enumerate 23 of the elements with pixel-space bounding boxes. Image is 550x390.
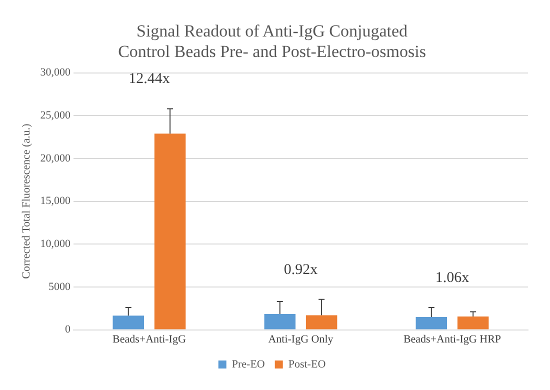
x-tick-label: Beads+Anti-IgG: [112, 333, 186, 346]
y-tick-label: 30,000: [40, 66, 71, 79]
annotation: 12.44x: [128, 71, 170, 88]
x-tick-label: Anti-IgG Only: [268, 333, 334, 346]
y-axis-title: Corrected Total Fluorescence (a.u.): [20, 123, 32, 279]
y-tick-label: 20,000: [40, 152, 71, 164]
bar: [457, 316, 489, 330]
bar: [416, 316, 448, 330]
y-tick-label: 10,000: [40, 238, 71, 250]
bar: [112, 316, 144, 330]
y-tick-label: 15,000: [40, 195, 71, 208]
chart-title: Signal Readout of Anti-IgG Conjugated Control Beads Pre- and Post-Electro-osmosis: [118, 22, 426, 62]
y-tick-label: 25,000: [40, 110, 71, 122]
x-tick-label: Beads+Anti-IgG HRP: [403, 333, 502, 346]
annotation: 0.92x: [284, 262, 318, 278]
legend-label: Post-EO: [288, 358, 326, 370]
bar: [264, 314, 296, 330]
annotation: 1.06x: [435, 270, 470, 286]
bar: [306, 315, 338, 330]
bar: [154, 134, 186, 330]
y-tick-label: 0: [64, 324, 71, 336]
legend-label: Pre-EO: [232, 358, 265, 370]
y-tick-label: 5000: [48, 280, 71, 293]
